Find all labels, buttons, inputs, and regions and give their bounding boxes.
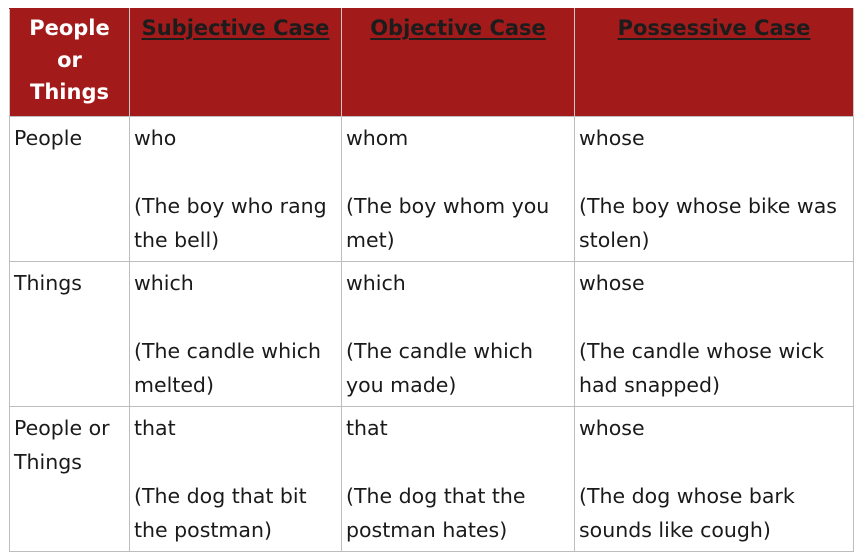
possessive-cell: whose (The dog whose bark sounds like co… [574,406,854,552]
possessive-cell: whose (The candle whose wick had snapped… [574,261,854,407]
pronoun-word: which [346,271,406,295]
example-sentence: (The dog that bit the postman) [134,484,307,542]
pronoun-case-table: People or Things Subjective Case Objecti… [9,8,854,552]
pronoun-word: who [134,126,177,150]
objective-cell: that (The dog that the postman hates) [341,406,575,552]
possessive-cell: whose (The boy whose bike was stolen) [574,116,854,262]
pronoun-word: that [346,416,388,440]
example-sentence: (The candle whose wick had snapped) [579,339,825,397]
objective-cell: whom (The boy whom you met) [341,116,575,262]
example-sentence: (The dog whose bark sounds like cough) [579,484,795,542]
table-row: People who (The boy who rang the bell) w… [9,116,854,262]
pronoun-case-table-container: People or Things Subjective Case Objecti… [9,8,854,552]
pronoun-word: whose [579,271,645,295]
header-subjective-case: Subjective Case [129,8,342,117]
pronoun-word: which [134,271,194,295]
example-sentence: (The candle which melted) [134,339,322,397]
example-sentence: (The boy whom you met) [346,194,550,252]
row-label: People [9,116,130,262]
example-sentence: (The boy whose bike was stolen) [579,194,837,252]
header-people-or-things: People or Things [9,8,130,117]
row-label: Things [9,261,130,407]
subjective-cell: who (The boy who rang the bell) [129,116,342,262]
example-sentence: (The candle which you made) [346,339,534,397]
row-label: People or Things [9,406,130,552]
header-possessive-case: Possessive Case [574,8,854,117]
pronoun-word: whose [579,126,645,150]
subjective-cell: which (The candle which melted) [129,261,342,407]
objective-cell: which (The candle which you made) [341,261,575,407]
subjective-cell: that (The dog that bit the postman) [129,406,342,552]
pronoun-word: that [134,416,176,440]
table-row: Things which (The candle which melted) w… [9,261,854,407]
pronoun-word: whom [346,126,409,150]
table-row: People or Things that (The dog that bit … [9,406,854,552]
table-header-row: People or Things Subjective Case Objecti… [9,8,854,117]
example-sentence: (The dog that the postman hates) [346,484,526,542]
example-sentence: (The boy who rang the bell) [134,194,327,252]
pronoun-word: whose [579,416,645,440]
header-objective-case: Objective Case [341,8,575,117]
